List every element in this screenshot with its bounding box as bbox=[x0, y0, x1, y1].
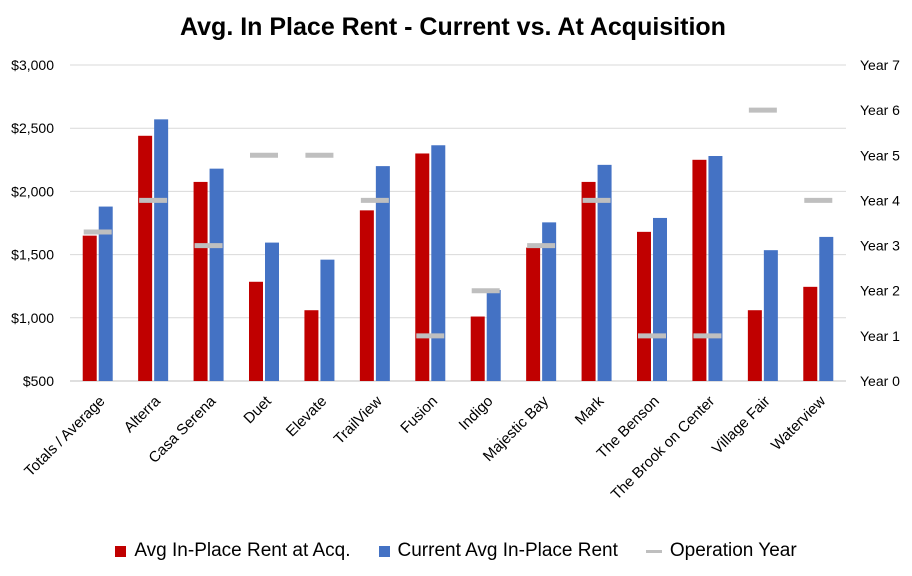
bar-acq bbox=[637, 231, 651, 381]
bar-acq bbox=[82, 235, 97, 381]
bar-current bbox=[763, 250, 778, 381]
legend-swatch-current bbox=[378, 545, 390, 557]
chart-title: Avg. In Place Rent - Current vs. At Acqu… bbox=[180, 13, 726, 41]
legend-item-current: Current Avg In-Place Rent bbox=[378, 540, 618, 562]
bar-current bbox=[542, 222, 557, 381]
legend: Avg In-Place Rent at Acq. Current Avg In… bbox=[0, 538, 912, 564]
bar-acq bbox=[359, 210, 374, 381]
left-tick-label: $2,000 bbox=[11, 183, 54, 199]
left-tick-label: $500 bbox=[23, 373, 54, 389]
right-tick-label: Year 3 bbox=[860, 238, 900, 254]
bar-current bbox=[154, 119, 169, 382]
legend-swatch-operation-year bbox=[645, 549, 662, 553]
bar-acq bbox=[193, 181, 208, 381]
category-label: Indigo bbox=[456, 393, 497, 434]
bar-current bbox=[597, 164, 612, 381]
bar-acq bbox=[526, 247, 541, 381]
bar-current bbox=[320, 259, 335, 381]
category-label: Duet bbox=[240, 392, 275, 427]
bar-current bbox=[209, 168, 224, 381]
category-label: Alterra bbox=[121, 392, 165, 436]
category-label: Fusion bbox=[397, 393, 441, 437]
bar-acq bbox=[692, 159, 707, 381]
bar-acq bbox=[581, 181, 596, 381]
category-label: The Brook on Center bbox=[608, 393, 718, 503]
bar-acq bbox=[470, 316, 485, 381]
category-label: Mark bbox=[572, 392, 608, 428]
bar-current bbox=[431, 145, 446, 381]
legend-label-operation-year: Operation Year bbox=[669, 540, 797, 561]
category-label: TrailView bbox=[331, 393, 386, 448]
bar-current bbox=[486, 289, 501, 381]
left-tick-label: $3,000 bbox=[11, 57, 54, 73]
bar-acq bbox=[747, 310, 762, 381]
right-tick-label: Year 0 bbox=[860, 373, 900, 389]
left-tick-label: $1,500 bbox=[11, 247, 54, 263]
bar-acq bbox=[415, 153, 430, 381]
legend-item-operation-year: Operation Year bbox=[645, 540, 797, 562]
bar-current bbox=[375, 166, 390, 381]
right-tick-label: Year 7 bbox=[860, 57, 900, 73]
right-axis-ticks: Year 0 Year 1 Year 2 Year 3 Year 4 Year 5 Year… bbox=[860, 57, 900, 389]
right-tick-label: Year 2 bbox=[860, 283, 900, 299]
right-tick-label: Year 6 bbox=[860, 102, 900, 118]
grid-lines bbox=[70, 64, 846, 382]
legend-item-acq: Avg In-Place Rent at Acq. bbox=[115, 540, 351, 562]
category-label: Village Fair bbox=[709, 393, 774, 458]
bar-current bbox=[265, 242, 279, 381]
legend-swatch-acq bbox=[115, 545, 127, 557]
category-label: Elevate bbox=[283, 393, 330, 440]
category-label: Totals / Average bbox=[21, 393, 108, 480]
bar-acq bbox=[249, 281, 263, 381]
bar-acq bbox=[138, 135, 153, 381]
operation-year-markers bbox=[83, 107, 833, 339]
right-tick-label: Year 1 bbox=[860, 328, 900, 344]
left-axis-ticks: $500 $1,000 $1,500 $2,000 $2,500 $3,000 bbox=[11, 57, 54, 389]
bar-acq bbox=[304, 310, 319, 381]
bar-current bbox=[819, 236, 834, 381]
right-tick-label: Year 4 bbox=[860, 192, 900, 208]
bar-current bbox=[653, 217, 667, 381]
left-tick-label: $1,000 bbox=[11, 310, 54, 326]
category-label: Waterview bbox=[768, 393, 829, 454]
legend-label-current: Current Avg In-Place Rent bbox=[397, 540, 618, 561]
bar-current bbox=[98, 206, 113, 381]
left-tick-label: $2,500 bbox=[11, 120, 54, 136]
legend-label-acq: Avg In-Place Rent at Acq. bbox=[134, 540, 351, 561]
bar-current bbox=[708, 156, 723, 381]
bar-acq bbox=[803, 286, 818, 381]
bars bbox=[82, 119, 834, 382]
right-tick-label: Year 5 bbox=[860, 147, 900, 163]
